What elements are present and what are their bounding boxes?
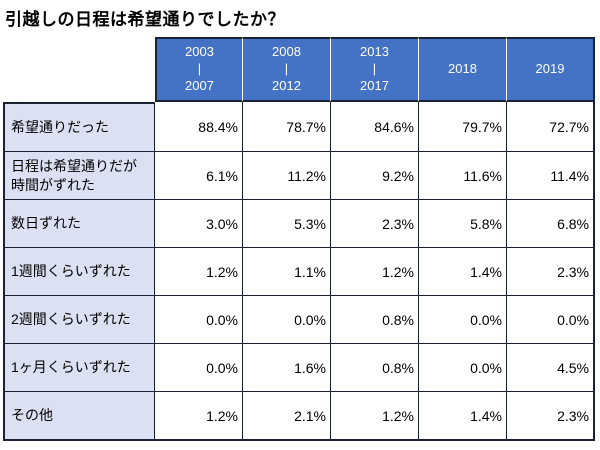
data-cell: 88.4% [155,102,243,152]
data-cell: 1.6% [243,344,331,392]
data-cell: 11.6% [419,152,507,200]
data-cell: 1.4% [419,248,507,296]
data-cell: 4.5% [507,344,595,392]
column-header-2013-2017: 2013 | 2017 [331,37,419,102]
data-cell: 0.0% [419,344,507,392]
page-title: 引越しの日程は希望通りでしたか？ [5,10,285,29]
corner-cell [3,37,155,102]
data-cell: 78.7% [243,102,331,152]
data-cell: 2.1% [243,392,331,441]
data-cell: 0.0% [155,296,243,344]
data-cell: 5.3% [243,200,331,248]
data-cell: 0.8% [331,344,419,392]
table-row: 希望通りだった 88.4% 78.7% 84.6% 79.7% 72.7% [3,102,595,152]
data-cell: 9.2% [331,152,419,200]
data-cell: 0.0% [419,296,507,344]
data-cell: 2.3% [331,200,419,248]
row-label: 希望通りだった [3,102,155,152]
data-cell: 1.1% [243,248,331,296]
data-cell: 79.7% [419,102,507,152]
row-label: その他 [3,392,155,441]
row-label: 1週間くらいずれた [3,248,155,296]
column-header-2003-2007: 2003 | 2007 [155,37,243,102]
data-cell: 0.0% [155,344,243,392]
row-label: 数日ずれた [3,200,155,248]
data-cell: 72.7% [507,102,595,152]
column-header-2008-2012: 2008 | 2012 [243,37,331,102]
table-row: 日程は希望通りだが時間がずれた 6.1% 11.2% 9.2% 11.6% 11… [3,152,595,200]
column-header-2018: 2018 [419,37,507,102]
data-cell: 0.8% [331,296,419,344]
data-cell: 1.4% [419,392,507,441]
table-row: 1週間くらいずれた 1.2% 1.1% 1.2% 1.4% 2.3% [3,248,595,296]
survey-table: 2003 | 2007 2008 | 2012 2013 | 2017 2018… [3,37,595,441]
row-label: 1ヶ月くらいずれた [3,344,155,392]
table-row: 数日ずれた 3.0% 5.3% 2.3% 5.8% 6.8% [3,200,595,248]
data-cell: 11.2% [243,152,331,200]
data-cell: 6.1% [155,152,243,200]
header-row: 2003 | 2007 2008 | 2012 2013 | 2017 2018… [3,37,595,102]
data-cell: 84.6% [331,102,419,152]
data-cell: 11.4% [507,152,595,200]
data-cell: 1.2% [155,392,243,441]
column-header-2019: 2019 [507,37,595,102]
data-cell: 1.2% [331,392,419,441]
data-cell: 5.8% [419,200,507,248]
data-cell: 0.0% [507,296,595,344]
data-cell: 2.3% [507,248,595,296]
data-cell: 1.2% [155,248,243,296]
data-cell: 3.0% [155,200,243,248]
table-row: 1ヶ月くらいずれた 0.0% 1.6% 0.8% 0.0% 4.5% [3,344,595,392]
row-label: 2週間くらいずれた [3,296,155,344]
data-cell: 2.3% [507,392,595,441]
table-row: その他 1.2% 2.1% 1.2% 1.4% 2.3% [3,392,595,441]
row-label: 日程は希望通りだが時間がずれた [3,152,155,200]
data-cell: 0.0% [243,296,331,344]
data-cell: 1.2% [331,248,419,296]
data-cell: 6.8% [507,200,595,248]
table-row: 2週間くらいずれた 0.0% 0.0% 0.8% 0.0% 0.0% [3,296,595,344]
